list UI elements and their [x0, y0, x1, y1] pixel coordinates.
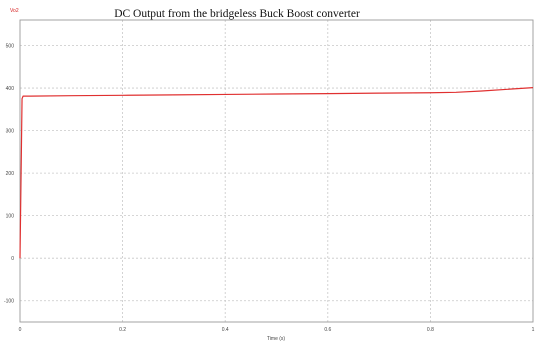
tick-labels: 0 0.2 0.4 0.6 0.8 1 -100 0 100 200 300 400 500	[4, 44, 535, 333]
y-tick-label: -100	[4, 299, 14, 305]
series-label: Vo2	[10, 8, 19, 14]
chart-title: DC Output from the bridgeless Buck Boost…	[114, 8, 360, 20]
x-tick-label: 0.2	[119, 327, 126, 333]
series-layer	[19, 87, 534, 259]
y-tick-label: 500	[6, 44, 15, 50]
y-tick-label: 200	[6, 171, 15, 177]
y-tick-label: 300	[6, 129, 15, 135]
series-line-vo2	[19, 87, 534, 259]
y-tick-label: 400	[6, 86, 15, 92]
grid-lines	[20, 20, 533, 322]
x-tick-label: 1	[532, 327, 535, 333]
y-tick-label: 0	[11, 256, 14, 262]
x-axis-label: Time (s)	[267, 336, 285, 342]
x-tick-label: 0.4	[222, 327, 229, 333]
x-tick-label: 0	[19, 327, 22, 333]
y-tick-label: 100	[6, 214, 15, 220]
x-tick-label: 0.6	[324, 327, 331, 333]
x-tick-label: 0.8	[427, 327, 434, 333]
plot-area	[19, 19, 534, 323]
